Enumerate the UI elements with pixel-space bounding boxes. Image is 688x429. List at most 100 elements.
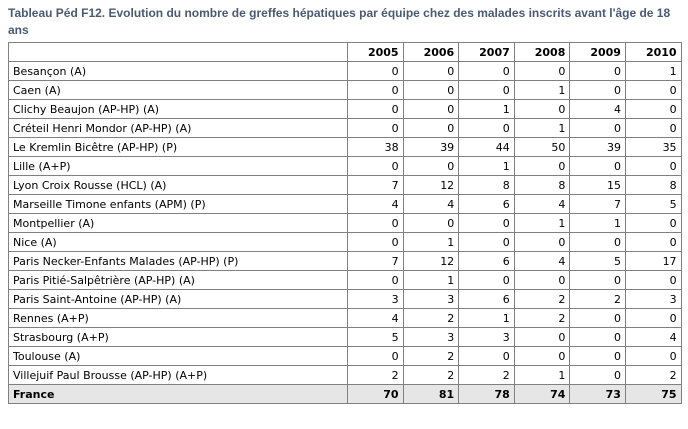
header-row: 2005 2006 2007 2008 2009 2010 <box>8 42 682 62</box>
transplant-count: 0 <box>624 346 682 366</box>
transplant-count: 1 <box>458 156 515 176</box>
year-header: 2010 <box>624 42 682 62</box>
transplant-count: 2 <box>569 289 626 309</box>
transplant-count: 0 <box>347 99 404 119</box>
transplant-count: 0 <box>347 346 404 366</box>
transplant-count: 0 <box>458 346 515 366</box>
transplant-count: 4 <box>513 251 571 271</box>
transplant-count: 1 <box>458 308 515 328</box>
transplant-count: 0 <box>569 118 626 138</box>
transplant-count: 0 <box>347 118 404 138</box>
transplant-count: 39 <box>402 137 460 157</box>
team-name: Lille (A+P) <box>8 156 348 176</box>
transplant-count: 35 <box>624 137 682 157</box>
transplant-count: 8 <box>458 175 515 195</box>
team-name: Rennes (A+P) <box>8 308 348 328</box>
transplant-count: 0 <box>402 213 460 233</box>
transplant-count: 0 <box>402 156 460 176</box>
transplant-count: 0 <box>569 61 626 81</box>
corner-cell <box>8 42 348 62</box>
team-name: Paris Necker-Enfants Malades (AP-HP) (P) <box>8 251 348 271</box>
transplant-count: 2 <box>402 365 460 385</box>
transplant-count: 3 <box>402 289 460 309</box>
transplant-count: 0 <box>513 232 571 252</box>
transplant-count: 0 <box>624 99 682 119</box>
team-name: Le Kremlin Bicêtre (AP-HP) (P) <box>8 137 348 157</box>
total-label: France <box>8 384 348 404</box>
transplant-count: 0 <box>624 232 682 252</box>
table-row: Lyon Croix Rousse (HCL) (A) 7 12 8 8 15 8 <box>8 175 682 195</box>
transplant-count: 7 <box>347 175 404 195</box>
transplant-count: 7 <box>569 194 626 214</box>
transplant-count: 0 <box>513 156 571 176</box>
table-row: Toulouse (A) 0 2 0 0 0 0 <box>8 346 682 366</box>
year-header: 2007 <box>458 42 515 62</box>
total-value: 78 <box>458 384 515 404</box>
team-name: Marseille Timone enfants (APM) (P) <box>8 194 348 214</box>
table-row: Paris Saint-Antoine (AP-HP) (A) 3 3 6 2 2 3 <box>8 289 682 309</box>
transplant-count: 0 <box>569 156 626 176</box>
table-row: Villejuif Paul Brousse (AP-HP) (A+P) 2 2 2 1… <box>8 365 682 385</box>
team-name: Paris Saint-Antoine (AP-HP) (A) <box>8 289 348 309</box>
transplant-count: 1 <box>513 365 571 385</box>
table-row: Rennes (A+P) 4 2 1 2 0 0 <box>8 308 682 328</box>
transplant-count: 0 <box>458 232 515 252</box>
transplant-count: 1 <box>513 80 571 100</box>
transplant-count: 0 <box>458 61 515 81</box>
transplant-count: 50 <box>513 137 571 157</box>
table-body: Besançon (A) 0 0 0 0 0 1 Caen (A) 0 0 0 1 0 0 Clichy B… <box>8 61 682 404</box>
transplant-count: 0 <box>624 118 682 138</box>
transplant-count: 7 <box>347 251 404 271</box>
total-row: France 70 81 78 74 73 75 <box>8 384 682 404</box>
transplant-count: 39 <box>569 137 626 157</box>
transplant-count: 2 <box>458 365 515 385</box>
table-title: Tableau Péd F12. Evolution du nombre de … <box>8 6 671 37</box>
transplant-count: 0 <box>458 118 515 138</box>
transplant-count: 0 <box>513 61 571 81</box>
table-row: Nice (A) 0 1 0 0 0 0 <box>8 232 682 252</box>
transplant-count: 1 <box>513 213 571 233</box>
total-value: 81 <box>402 384 460 404</box>
transplant-count: 17 <box>624 251 682 271</box>
transplant-count: 1 <box>513 118 571 138</box>
table-row: Créteil Henri Mondor (AP-HP) (A) 0 0 0 1 0 0 <box>8 118 682 138</box>
table-row: Montpellier (A) 0 0 0 1 1 0 <box>8 213 682 233</box>
transplant-count: 0 <box>402 80 460 100</box>
total-value: 75 <box>624 384 682 404</box>
transplant-count: 2 <box>402 346 460 366</box>
transplant-count: 4 <box>347 194 404 214</box>
year-header: 2006 <box>402 42 460 62</box>
transplant-count: 6 <box>458 251 515 271</box>
team-name: Nice (A) <box>8 232 348 252</box>
transplant-count: 0 <box>569 365 626 385</box>
transplant-count: 0 <box>513 99 571 119</box>
table-row: Paris Pitié-Salpêtrière (AP-HP) (A) 0 1 0 0 0… <box>8 270 682 290</box>
transplant-count: 0 <box>347 61 404 81</box>
transplant-count: 0 <box>347 213 404 233</box>
transplant-count: 0 <box>624 80 682 100</box>
transplant-count: 2 <box>624 365 682 385</box>
transplant-count: 0 <box>569 308 626 328</box>
transplant-count: 12 <box>402 251 460 271</box>
transplant-count: 0 <box>402 99 460 119</box>
transplant-count: 0 <box>569 327 626 347</box>
table-row: Clichy Beaujon (AP-HP) (A) 0 0 1 0 4 0 <box>8 99 682 119</box>
transplant-count: 4 <box>513 194 571 214</box>
transplant-count: 0 <box>569 270 626 290</box>
transplant-count: 3 <box>347 289 404 309</box>
total-value: 73 <box>569 384 626 404</box>
transplant-count: 15 <box>569 175 626 195</box>
transplant-count: 0 <box>402 61 460 81</box>
team-name: Villejuif Paul Brousse (AP-HP) (A+P) <box>8 365 348 385</box>
transplant-count: 2 <box>513 308 571 328</box>
year-header: 2005 <box>347 42 404 62</box>
transplant-count: 1 <box>569 213 626 233</box>
team-name: Montpellier (A) <box>8 213 348 233</box>
transplant-count: 4 <box>347 308 404 328</box>
total-value: 70 <box>347 384 404 404</box>
transplant-count: 2 <box>402 308 460 328</box>
transplant-table: 2005 2006 2007 2008 2009 2010 Besançon (… <box>8 42 682 404</box>
table-row: Besançon (A) 0 0 0 0 0 1 <box>8 61 682 81</box>
transplant-count: 0 <box>347 80 404 100</box>
transplant-count: 6 <box>458 194 515 214</box>
